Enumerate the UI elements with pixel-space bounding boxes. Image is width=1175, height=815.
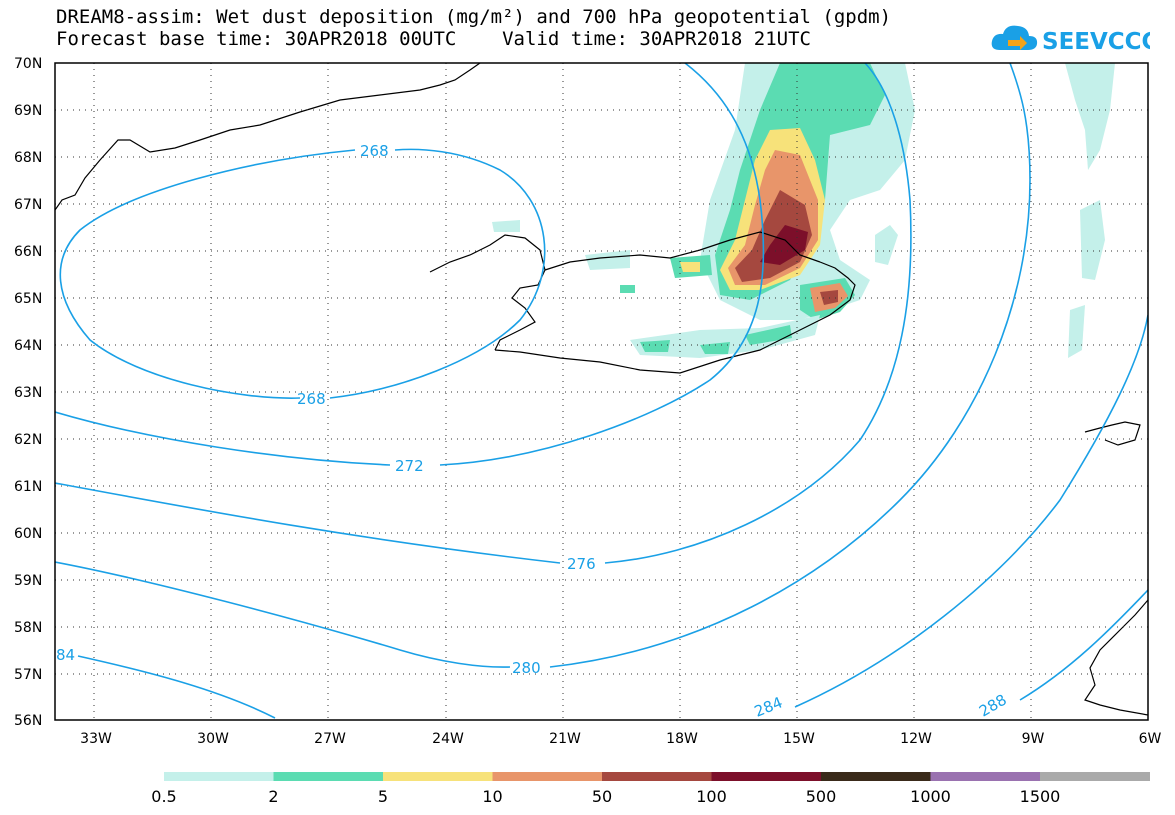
- colorbar-tick-label: 1500: [1020, 787, 1061, 806]
- lat-label: 70N: [14, 56, 42, 72]
- map-frame: [54, 62, 1149, 721]
- colorbar-swatch: [164, 772, 274, 781]
- cloud-arrow-icon: [991, 25, 1038, 50]
- lon-label: 12W: [900, 731, 932, 747]
- colorbar-swatch: [383, 772, 493, 781]
- colorbar-tick-label: 1000: [910, 787, 951, 806]
- lat-label: 60N: [14, 526, 42, 542]
- lat-label: 67N: [14, 197, 42, 213]
- logo-text: SEEVCCC: [1042, 29, 1150, 55]
- colorbar-swatch: [821, 772, 931, 781]
- lon-label: 18W: [666, 731, 698, 747]
- colorbar-tick-label: 50: [592, 787, 612, 806]
- contour-label: 268: [360, 142, 389, 160]
- lat-label: 66N: [14, 244, 42, 260]
- contour-label: 280: [512, 659, 541, 677]
- lon-label: 24W: [432, 731, 464, 747]
- contour-label: 268: [297, 390, 326, 408]
- lon-label: 30W: [197, 731, 229, 747]
- coastlines: [55, 63, 1148, 716]
- colorbar-tick-label: 0.5: [151, 787, 176, 806]
- lat-label: 65N: [14, 291, 42, 307]
- contour-label: 84: [56, 646, 75, 664]
- lat-label: 63N: [14, 385, 42, 401]
- lat-label: 62N: [14, 432, 42, 448]
- lat-label: 56N: [14, 713, 42, 729]
- colorbar-swatch: [1040, 772, 1150, 781]
- lon-label: 33W: [80, 731, 112, 747]
- lat-label: 59N: [14, 573, 42, 589]
- lon-label: 21W: [549, 731, 581, 747]
- colorbar-swatch: [711, 772, 822, 781]
- seevccc-logo: SEEVCCC: [991, 25, 1150, 55]
- colorbar-swatch: [602, 772, 712, 781]
- lat-label: 58N: [14, 620, 42, 636]
- lon-label: 27W: [314, 731, 346, 747]
- lon-label: 6W: [1139, 731, 1162, 747]
- geopotential-contours: [55, 63, 1148, 719]
- colorbar-tick-label: 10: [482, 787, 502, 806]
- colorbar-tick-label: 500: [806, 787, 837, 806]
- lon-label: 15W: [783, 731, 815, 747]
- lat-label: 69N: [14, 103, 42, 119]
- contour-label: 288: [976, 691, 1010, 721]
- lat-label: 57N: [14, 667, 42, 683]
- contour-label: 284: [752, 693, 785, 720]
- graticule: [55, 63, 1148, 720]
- lat-label: 68N: [14, 150, 42, 166]
- map-subtitle: Forecast base time: 30APR2018 00UTC Vali…: [56, 28, 811, 50]
- colorbar-swatch: [492, 772, 603, 781]
- latitude-labels: 70N 69N 68N 67N 66N 65N 64N 63N 62N 61N …: [14, 56, 42, 729]
- map-title: DREAM8-assim: Wet dust deposition (mg/m²…: [56, 6, 892, 28]
- colorbar-tick-label: 2: [268, 787, 278, 806]
- lon-label: 9W: [1022, 731, 1045, 747]
- longitude-labels: 33W 30W 27W 24W 21W 18W 15W 12W 9W 6W: [80, 731, 1161, 747]
- colorbar-tick-label: 100: [696, 787, 727, 806]
- contour-label: 276: [567, 555, 596, 573]
- colorbar-swatch: [273, 772, 384, 781]
- colorbar-tick-label: 5: [378, 787, 388, 806]
- colorbar-ticks: 0.5 2 5 10 50 100 500 1000 1500: [151, 787, 1060, 806]
- contour-labels: 268 268 272 276 280 84 284 288: [56, 142, 1010, 721]
- colorbar-swatch: [930, 772, 1041, 781]
- lat-label: 64N: [14, 338, 42, 354]
- lat-label: 61N: [14, 479, 42, 495]
- colorbar: [164, 772, 1150, 781]
- contour-label: 272: [395, 457, 424, 475]
- dust-deposition-shading: [492, 63, 1115, 358]
